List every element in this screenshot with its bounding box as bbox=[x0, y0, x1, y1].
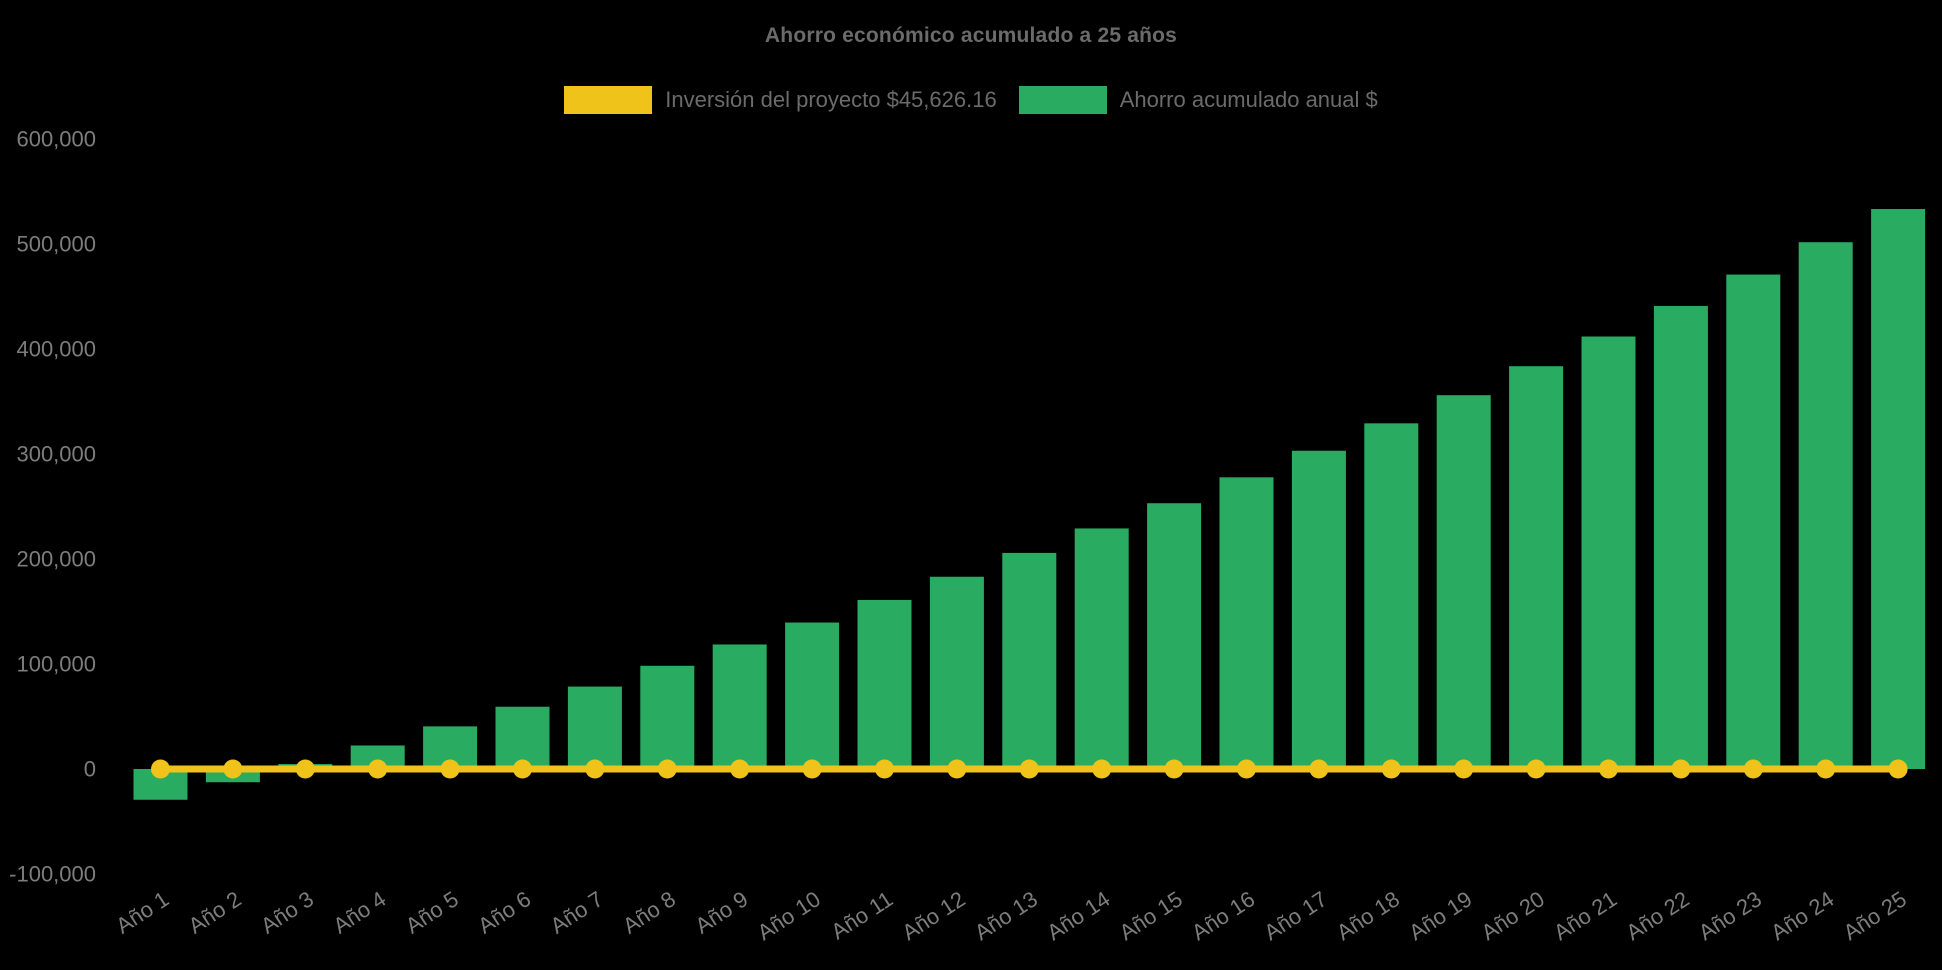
investment-point bbox=[1164, 759, 1184, 779]
investment-point bbox=[1381, 759, 1401, 779]
bar bbox=[1291, 450, 1346, 769]
investment-point bbox=[368, 759, 388, 779]
investment-point bbox=[1454, 759, 1474, 779]
investment-point bbox=[730, 759, 750, 779]
x-tick-label: Año 25 bbox=[1839, 886, 1911, 945]
bar bbox=[1147, 503, 1202, 769]
bar bbox=[350, 745, 405, 769]
y-tick-label: 200,000 bbox=[16, 547, 96, 572]
x-tick-label: Año 20 bbox=[1477, 886, 1549, 945]
x-tick-label: Año 22 bbox=[1622, 886, 1694, 945]
y-tick-label: 0 bbox=[84, 757, 96, 782]
bar bbox=[929, 576, 984, 769]
x-tick-label: Año 4 bbox=[329, 886, 391, 938]
x-tick-label: Año 23 bbox=[1694, 886, 1766, 945]
x-tick-label: Año 16 bbox=[1187, 886, 1259, 945]
bar bbox=[567, 686, 622, 769]
investment-point bbox=[1526, 759, 1546, 779]
x-tick-label: Año 8 bbox=[618, 886, 680, 938]
x-tick-label: Año 2 bbox=[184, 886, 246, 938]
x-tick-label: Año 7 bbox=[546, 886, 608, 938]
x-tick-label: Año 13 bbox=[970, 886, 1042, 945]
investment-point bbox=[1599, 759, 1618, 779]
investment-point bbox=[802, 759, 822, 779]
x-tick-label: Año 24 bbox=[1766, 886, 1838, 945]
bar bbox=[640, 665, 695, 769]
y-tick-label: 100,000 bbox=[16, 652, 96, 677]
bar bbox=[1364, 423, 1419, 769]
x-tick-label: Año 3 bbox=[256, 886, 318, 938]
investment-point bbox=[1743, 759, 1763, 779]
investment-point bbox=[440, 759, 460, 779]
x-tick-label: Año 15 bbox=[1115, 886, 1187, 945]
legend-swatch-investment bbox=[564, 86, 653, 114]
bar bbox=[1726, 274, 1781, 769]
bar bbox=[1798, 242, 1853, 770]
y-tick-label: 300,000 bbox=[16, 442, 96, 467]
y-tick-label: 600,000 bbox=[16, 127, 96, 152]
bar bbox=[785, 622, 840, 769]
bar bbox=[1509, 366, 1564, 769]
y-tick-label: 500,000 bbox=[16, 232, 96, 257]
x-tick-label: Año 6 bbox=[473, 886, 535, 938]
x-tick-label: Año 12 bbox=[898, 886, 970, 945]
y-tick-label: 400,000 bbox=[16, 337, 96, 362]
x-tick-label: Año 21 bbox=[1549, 886, 1621, 945]
investment-point bbox=[151, 759, 170, 779]
bar bbox=[712, 644, 767, 769]
x-tick-label: Año 9 bbox=[691, 886, 753, 938]
x-tick-label: Año 17 bbox=[1260, 886, 1332, 945]
investment-point bbox=[585, 759, 605, 779]
investment-point bbox=[513, 759, 532, 779]
bar bbox=[1653, 305, 1708, 769]
investment-point bbox=[1237, 759, 1256, 779]
x-tick-label: Año 18 bbox=[1332, 886, 1404, 945]
bar bbox=[1581, 336, 1636, 769]
legend: Inversión del proyecto $45,626.16 Ahorro… bbox=[0, 86, 1942, 114]
bar bbox=[857, 599, 912, 769]
legend-label-savings: Ahorro acumulado anual $ bbox=[1119, 87, 1378, 112]
legend-item-savings: Ahorro acumulado anual $ bbox=[1018, 86, 1378, 114]
chart-title: Ahorro económico acumulado a 25 años bbox=[764, 24, 1178, 47]
bar bbox=[1871, 209, 1926, 769]
investment-point bbox=[1816, 759, 1836, 779]
y-tick-label: -100,000 bbox=[9, 862, 96, 887]
x-tick-label: Año 11 bbox=[826, 886, 897, 944]
bar bbox=[1436, 395, 1491, 769]
x-tick-label: Año 5 bbox=[401, 886, 463, 938]
investment-point bbox=[295, 759, 315, 779]
investment-point bbox=[657, 759, 677, 779]
investment-point bbox=[1019, 759, 1039, 779]
x-tick-label: Año 10 bbox=[753, 886, 825, 945]
legend-label-investment: Inversión del proyecto $45,626.16 bbox=[665, 87, 997, 112]
investment-point bbox=[875, 759, 894, 779]
bar bbox=[1002, 552, 1057, 769]
investment-point bbox=[1309, 759, 1329, 779]
legend-item-investment: Inversión del proyecto $45,626.16 bbox=[564, 86, 997, 114]
legend-swatch-savings bbox=[1018, 86, 1107, 114]
x-tick-label: Año 1 bbox=[111, 886, 173, 938]
x-tick-label: Año 14 bbox=[1042, 886, 1114, 945]
investment-point bbox=[1671, 759, 1691, 779]
x-tick-label: Año 19 bbox=[1404, 886, 1476, 945]
investment-point bbox=[1092, 759, 1112, 779]
investment-point bbox=[947, 759, 967, 779]
bar bbox=[1074, 528, 1129, 769]
investment-point bbox=[223, 759, 243, 779]
bar bbox=[1219, 477, 1274, 769]
bar bbox=[495, 706, 550, 769]
investment-point bbox=[1888, 759, 1908, 779]
